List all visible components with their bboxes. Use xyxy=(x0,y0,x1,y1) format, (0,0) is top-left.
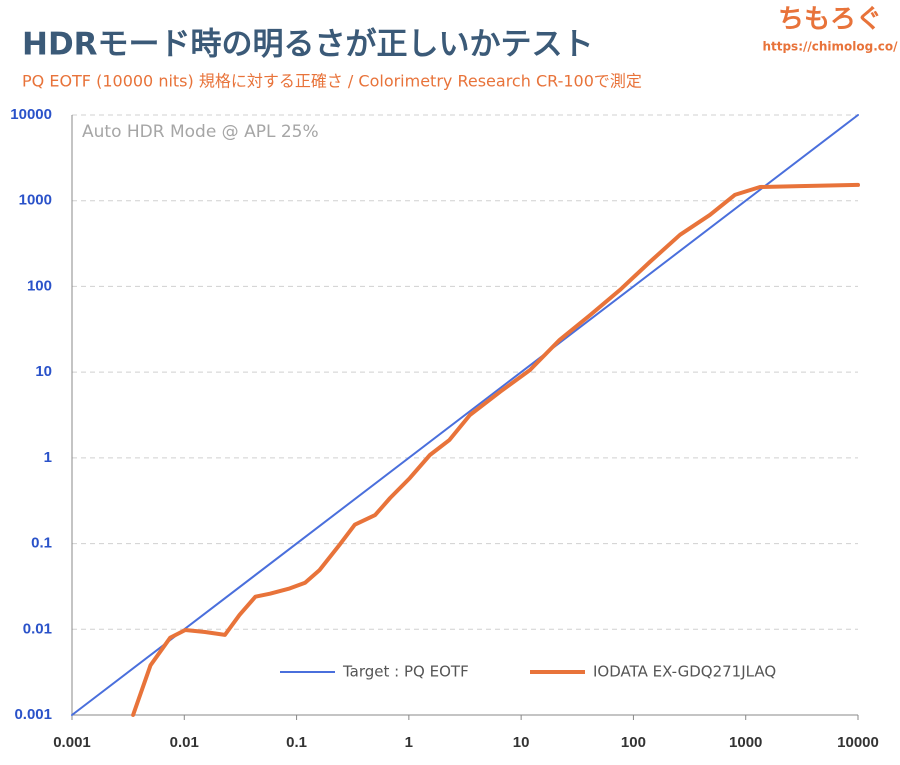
data-line xyxy=(131,182,860,717)
y-tick-label: 0.1 xyxy=(31,535,52,552)
annotation: Auto HDR Mode @ APL 25% xyxy=(82,122,319,142)
y-tick-label: 100 xyxy=(27,277,52,294)
chart-title: HDRモード時の明るさが正しいかテスト xyxy=(22,27,594,63)
y-tick-label: 1 xyxy=(44,449,52,466)
y-tick-label: 1000 xyxy=(19,192,52,209)
chart-subtitle: PQ EOTF (10000 nits) 規格に対する正確さ / Colorim… xyxy=(22,72,642,91)
data-line xyxy=(71,114,859,716)
x-tick-label: 1 xyxy=(405,734,413,751)
y-tick-label: 0.001 xyxy=(14,706,52,723)
x-tick-label: 0.01 xyxy=(170,734,199,751)
brand-url: https://chimolog.co/ xyxy=(762,40,898,54)
x-tick-label: 100 xyxy=(621,734,646,751)
y-tick-label: 0.01 xyxy=(23,620,52,637)
x-tick-label: 0.001 xyxy=(53,734,91,751)
y-tick-label: 10 xyxy=(35,363,52,380)
legend-label: IODATA EX-GDQ271JLAQ xyxy=(593,663,776,681)
brand: ちもろぐ xyxy=(778,5,882,35)
y-tick-label: 10000 xyxy=(10,106,52,123)
x-tick-label: 10 xyxy=(513,734,530,751)
x-tick-label: 1000 xyxy=(729,734,762,751)
legend-label: Target : PQ EOTF xyxy=(342,663,469,681)
x-tick-label: 10000 xyxy=(837,734,879,751)
x-tick-label: 0.1 xyxy=(286,734,307,751)
